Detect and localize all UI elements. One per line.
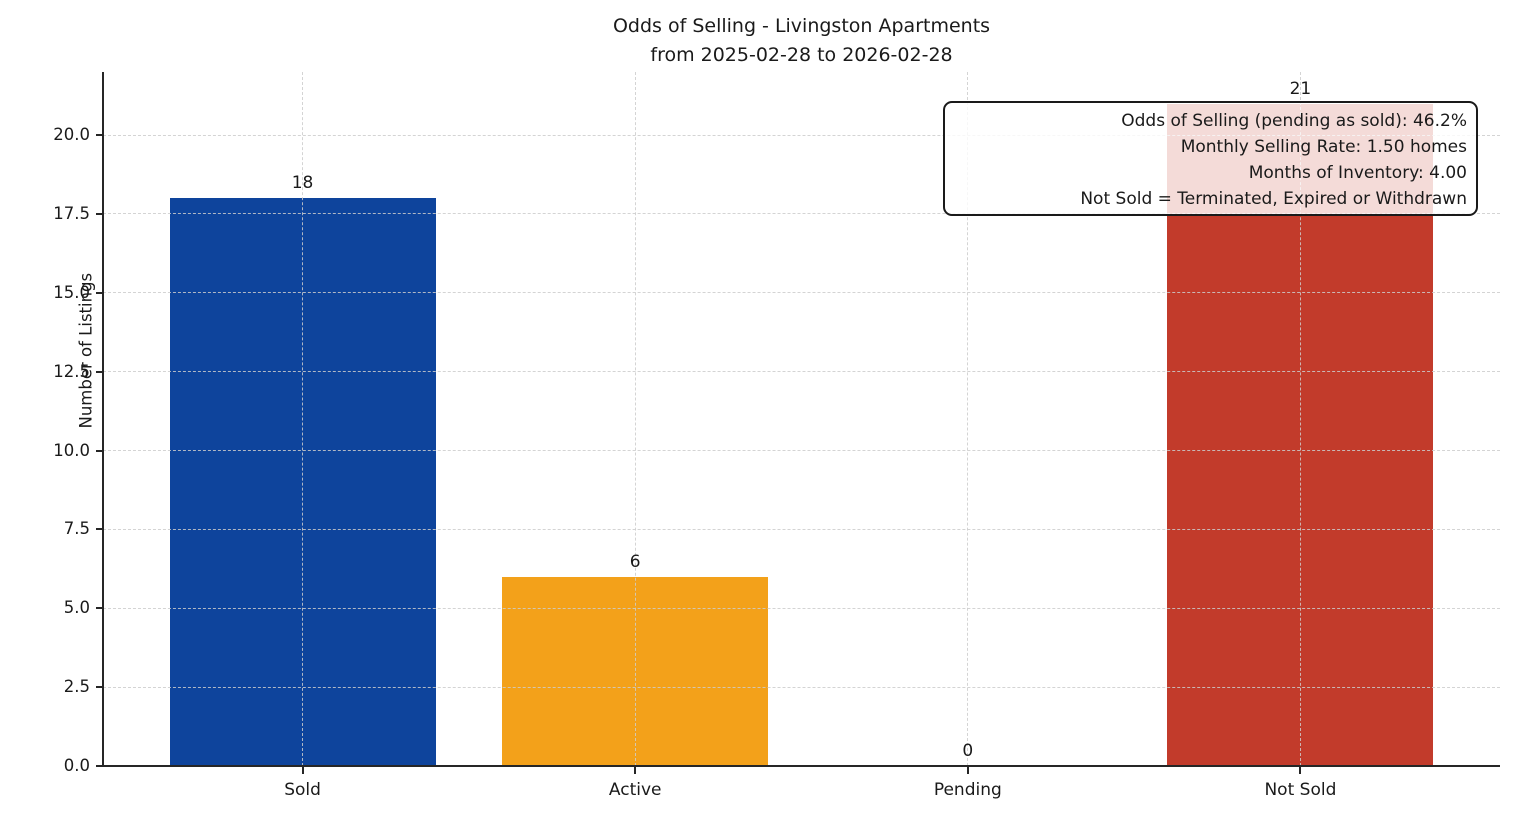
bar-value-label: 0 xyxy=(962,741,974,761)
gridline-horizontal xyxy=(103,450,1500,452)
annotation-not-sold-definition: Not Sold = Terminated, Expired or Withdr… xyxy=(1080,189,1467,209)
y-tick-mark xyxy=(96,134,103,137)
chart-title: Odds of Selling - Livingston Apartments … xyxy=(103,12,1500,70)
y-tick-label: 2.5 xyxy=(63,677,90,697)
y-tick-label: 20.0 xyxy=(53,125,90,145)
gridline-horizontal xyxy=(103,607,1500,609)
x-tick-mark xyxy=(966,767,969,774)
y-tick-mark xyxy=(96,765,103,767)
x-tick-label: Not Sold xyxy=(1264,780,1337,800)
bar-value-label: 18 xyxy=(291,173,314,194)
y-tick-label: 12.5 xyxy=(53,361,90,381)
y-tick-label: 7.5 xyxy=(63,519,90,539)
gridline-horizontal xyxy=(103,686,1500,688)
y-tick-mark xyxy=(96,528,103,531)
bar-value-label: 21 xyxy=(1289,78,1312,99)
y-tick-label: 5.0 xyxy=(63,598,90,618)
annotation-months-of-inventory: Months of Inventory: 4.00 xyxy=(1248,163,1467,183)
annotation-box: Odds of Selling (pending as sold): 46.2%… xyxy=(943,101,1478,216)
gridline-horizontal xyxy=(103,528,1500,530)
x-tick-mark xyxy=(1299,767,1302,774)
y-tick-mark xyxy=(96,370,103,373)
y-tick-mark xyxy=(96,449,103,452)
x-tick-mark xyxy=(634,767,637,774)
annotation-monthly-selling-rate: Monthly Selling Rate: 1.50 homes xyxy=(1180,137,1467,157)
annotation-odds-of-selling: Odds of Selling (pending as sold): 46.2% xyxy=(1121,111,1467,131)
chart-title-line2: from 2025-02-28 to 2026-02-28 xyxy=(650,44,953,66)
gridline-vertical xyxy=(302,72,304,766)
y-tick-label: 15.0 xyxy=(53,282,90,302)
x-tick-label: Active xyxy=(608,780,662,800)
gridline-horizontal xyxy=(103,371,1500,373)
gridline-horizontal xyxy=(103,134,1500,136)
y-axis-spine xyxy=(102,72,104,767)
y-tick-mark xyxy=(96,607,103,610)
gridline-vertical xyxy=(1299,72,1301,766)
chart-title-line1: Odds of Selling - Livingston Apartments xyxy=(612,15,991,37)
gridline-vertical xyxy=(967,72,969,766)
x-axis-spine xyxy=(102,765,1500,767)
x-tick-label: Sold xyxy=(284,780,321,800)
y-tick-mark xyxy=(96,686,103,689)
bar-value-label: 6 xyxy=(629,551,641,572)
y-tick-label: 0.0 xyxy=(63,756,90,775)
gridline-vertical xyxy=(634,72,636,766)
y-tick-label: 10.0 xyxy=(53,440,90,460)
x-tick-mark xyxy=(301,767,304,774)
y-tick-mark xyxy=(96,291,103,294)
gridline-horizontal xyxy=(103,292,1500,294)
y-axis-label: Number of Listings xyxy=(76,272,96,429)
y-tick-label: 17.5 xyxy=(53,203,90,223)
y-tick-mark xyxy=(96,212,103,215)
gridline-horizontal xyxy=(103,213,1500,215)
x-tick-label: Pending xyxy=(933,780,1002,800)
